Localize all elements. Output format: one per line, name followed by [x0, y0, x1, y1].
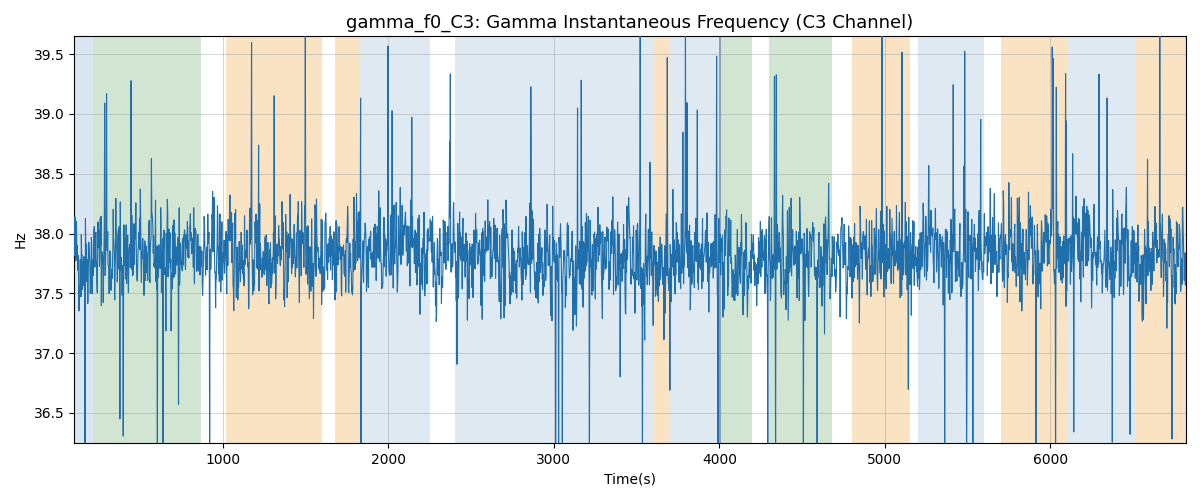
- Bar: [653, 36, 670, 443]
- Bar: [1067, 36, 1136, 443]
- Bar: [918, 36, 984, 443]
- Bar: [769, 36, 832, 443]
- Bar: [226, 36, 322, 443]
- Bar: [92, 36, 202, 443]
- Bar: [852, 36, 910, 443]
- Bar: [719, 36, 721, 443]
- Bar: [74, 36, 92, 443]
- Bar: [670, 36, 719, 443]
- Bar: [721, 36, 752, 443]
- Y-axis label: Hz: Hz: [14, 230, 28, 248]
- Bar: [1001, 36, 1067, 443]
- Title: gamma_f0_C3: Gamma Instantaneous Frequency (C3 Channel): gamma_f0_C3: Gamma Instantaneous Frequen…: [347, 14, 913, 32]
- Bar: [336, 36, 360, 443]
- Bar: [360, 36, 430, 443]
- X-axis label: Time(s): Time(s): [604, 472, 656, 486]
- Bar: [1136, 36, 1186, 443]
- Bar: [455, 36, 653, 443]
